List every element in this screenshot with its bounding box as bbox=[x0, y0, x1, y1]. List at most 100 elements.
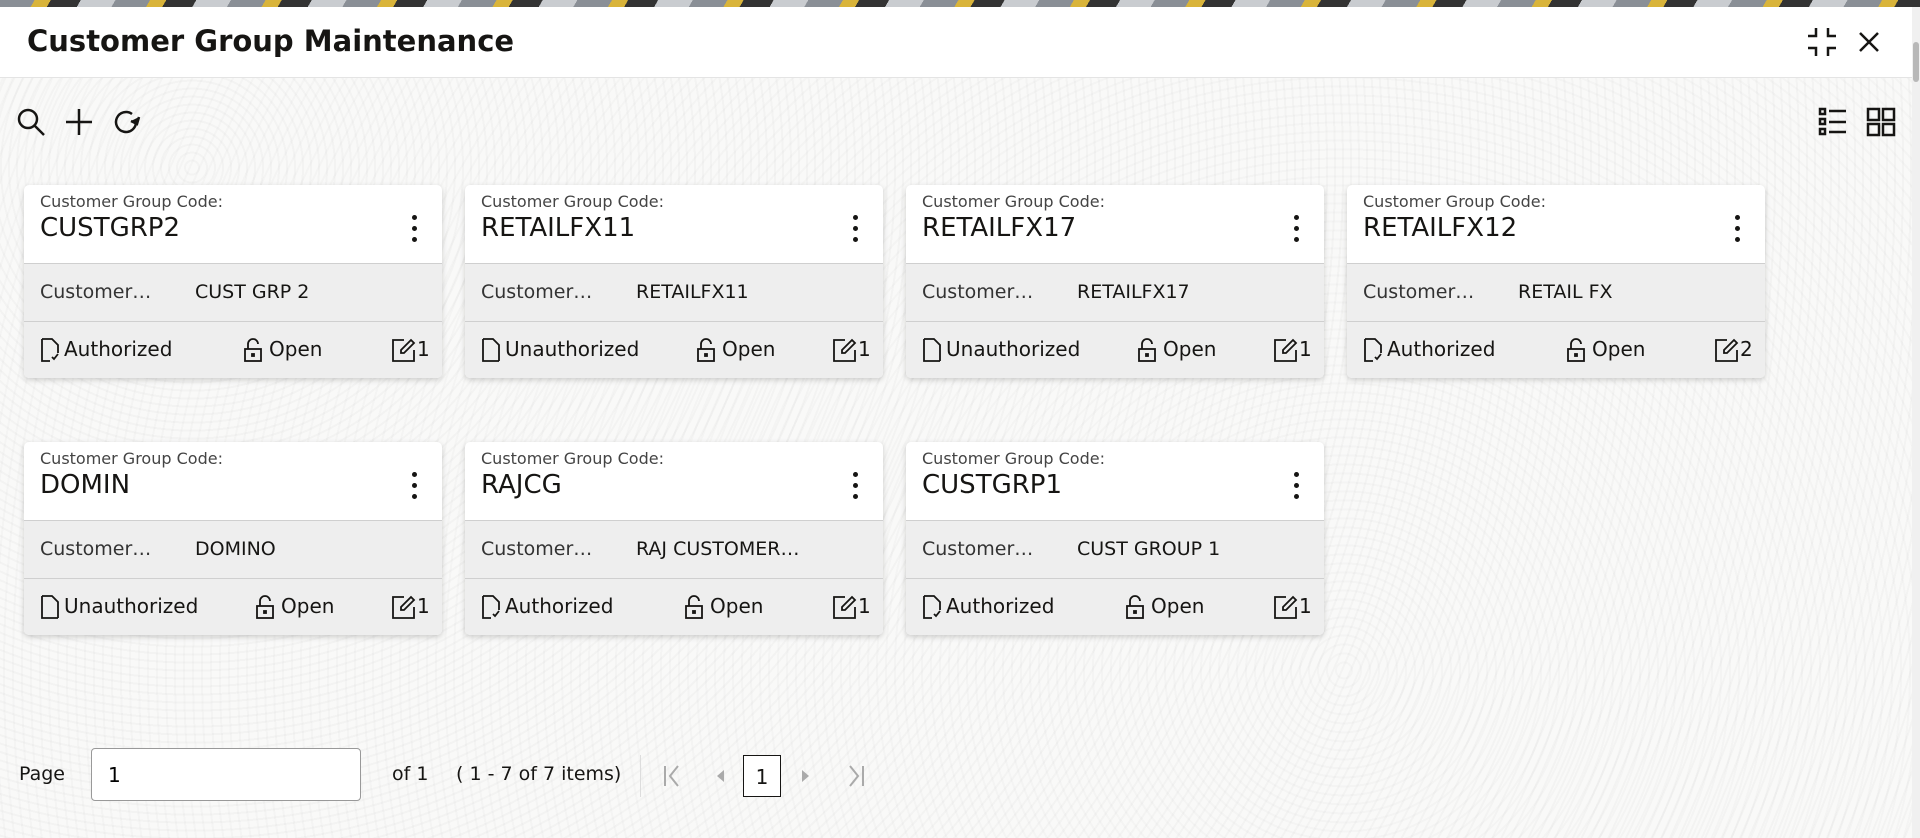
card-header: Customer Group Code: CUSTGRP2 bbox=[24, 185, 442, 264]
modification-count: 1 bbox=[858, 337, 871, 361]
code-label: Customer Group Code: bbox=[922, 192, 1105, 211]
items-range: ( 1 - 7 of 7 items) bbox=[456, 763, 622, 785]
edit-icon bbox=[1715, 338, 1739, 362]
document-icon bbox=[923, 338, 941, 362]
card-description-row: Customer… RETAILFX11 bbox=[465, 264, 883, 322]
unlock-icon bbox=[697, 338, 715, 362]
card-footer: Authorized Open 1 bbox=[465, 579, 883, 635]
record-card[interactable]: Customer Group Code: DOMIN Customer… DOM… bbox=[24, 442, 442, 635]
grid-view-icon[interactable] bbox=[1866, 107, 1896, 137]
edit-icon bbox=[1274, 338, 1298, 362]
compress-icon[interactable] bbox=[1807, 27, 1837, 57]
code-label: Customer Group Code: bbox=[40, 192, 223, 211]
unlock-icon bbox=[1138, 338, 1156, 362]
authorization-status: Authorized bbox=[1387, 337, 1496, 361]
code-label: Customer Group Code: bbox=[481, 449, 664, 468]
record-card[interactable]: Customer Group Code: RETAILFX11 Customer… bbox=[465, 185, 883, 378]
more-options-icon[interactable] bbox=[1290, 215, 1302, 245]
card-description-row: Customer… CUST GROUP 1 bbox=[906, 521, 1324, 579]
unlock-icon bbox=[685, 595, 703, 619]
customer-group-code: RETAILFX11 bbox=[481, 213, 636, 243]
card-description-row: Customer… RETAILFX17 bbox=[906, 264, 1324, 322]
previous-page-icon[interactable] bbox=[714, 765, 726, 787]
description-value: RETAIL FX bbox=[1518, 281, 1613, 303]
scrollbar[interactable] bbox=[1912, 7, 1920, 838]
header: Customer Group Maintenance bbox=[0, 7, 1912, 78]
card-header: Customer Group Code: RETAILFX17 bbox=[906, 185, 1324, 264]
search-icon[interactable] bbox=[16, 107, 46, 137]
authorized-document-icon bbox=[41, 338, 59, 362]
add-icon[interactable] bbox=[64, 107, 94, 137]
more-options-icon[interactable] bbox=[408, 472, 420, 502]
divider bbox=[640, 755, 641, 797]
close-icon[interactable] bbox=[1858, 31, 1880, 53]
record-card[interactable]: Customer Group Code: CUSTGRP1 Customer… … bbox=[906, 442, 1324, 635]
code-label: Customer Group Code: bbox=[922, 449, 1105, 468]
edit-icon bbox=[833, 595, 857, 619]
card-footer: Authorized Open 1 bbox=[906, 579, 1324, 635]
record-status: Open bbox=[1151, 594, 1205, 618]
description-value: DOMINO bbox=[195, 538, 276, 560]
page-input[interactable] bbox=[91, 748, 361, 801]
customer-group-code: CUSTGRP2 bbox=[40, 213, 181, 243]
description-label: Customer… bbox=[922, 538, 1034, 560]
top-banner bbox=[0, 0, 1920, 7]
modification-count: 1 bbox=[1299, 337, 1312, 361]
page-count: of 1 bbox=[392, 763, 429, 785]
record-card[interactable]: Customer Group Code: RETAILFX12 Customer… bbox=[1347, 185, 1765, 378]
record-card[interactable]: Customer Group Code: CUSTGRP2 Customer… … bbox=[24, 185, 442, 378]
more-options-icon[interactable] bbox=[849, 215, 861, 245]
description-value: RETAILFX17 bbox=[1077, 281, 1190, 303]
card-header: Customer Group Code: RETAILFX12 bbox=[1347, 185, 1765, 264]
edit-icon bbox=[1274, 595, 1298, 619]
unlock-icon bbox=[256, 595, 274, 619]
card-header: Customer Group Code: DOMIN bbox=[24, 442, 442, 521]
authorization-status: Authorized bbox=[946, 594, 1055, 618]
edit-icon bbox=[392, 595, 416, 619]
modification-count: 1 bbox=[858, 594, 871, 618]
list-view-icon[interactable] bbox=[1818, 107, 1848, 137]
more-options-icon[interactable] bbox=[1731, 215, 1743, 245]
record-status: Open bbox=[281, 594, 335, 618]
more-options-icon[interactable] bbox=[1290, 472, 1302, 502]
description-label: Customer… bbox=[481, 281, 593, 303]
record-status: Open bbox=[1592, 337, 1646, 361]
customer-group-code: RAJCG bbox=[481, 470, 562, 500]
more-options-icon[interactable] bbox=[849, 472, 861, 502]
authorized-document-icon bbox=[482, 595, 500, 619]
next-page-icon[interactable] bbox=[800, 765, 812, 787]
description-label: Customer… bbox=[481, 538, 593, 560]
current-page-button[interactable]: 1 bbox=[743, 755, 781, 797]
customer-group-code: RETAILFX12 bbox=[1363, 213, 1518, 243]
page-title: Customer Group Maintenance bbox=[27, 24, 515, 58]
page-label: Page bbox=[19, 763, 65, 785]
first-page-icon[interactable] bbox=[662, 765, 682, 787]
card-description-row: Customer… RETAIL FX bbox=[1347, 264, 1765, 322]
code-label: Customer Group Code: bbox=[1363, 192, 1546, 211]
description-value: RAJ CUSTOMER… bbox=[636, 538, 800, 560]
authorization-status: Authorized bbox=[64, 337, 173, 361]
description-value: RETAILFX11 bbox=[636, 281, 749, 303]
card-header: Customer Group Code: RETAILFX11 bbox=[465, 185, 883, 264]
authorization-status: Unauthorized bbox=[505, 337, 640, 361]
record-status: Open bbox=[710, 594, 764, 618]
last-page-icon[interactable] bbox=[846, 765, 866, 787]
more-options-icon[interactable] bbox=[408, 215, 420, 245]
document-icon bbox=[41, 595, 59, 619]
card-description-row: Customer… DOMINO bbox=[24, 521, 442, 579]
code-label: Customer Group Code: bbox=[481, 192, 664, 211]
authorized-document-icon bbox=[923, 595, 941, 619]
unlock-icon bbox=[1126, 595, 1144, 619]
refresh-icon[interactable] bbox=[111, 107, 141, 137]
unlock-icon bbox=[244, 338, 262, 362]
record-card[interactable]: Customer Group Code: RAJCG Customer… RAJ… bbox=[465, 442, 883, 635]
description-label: Customer… bbox=[922, 281, 1034, 303]
card-footer: Unauthorized Open 1 bbox=[906, 322, 1324, 378]
card-footer: Authorized Open 2 bbox=[1347, 322, 1765, 378]
modification-count: 2 bbox=[1740, 337, 1753, 361]
record-card[interactable]: Customer Group Code: RETAILFX17 Customer… bbox=[906, 185, 1324, 378]
card-header: Customer Group Code: CUSTGRP1 bbox=[906, 442, 1324, 521]
unlock-icon bbox=[1567, 338, 1585, 362]
record-status: Open bbox=[269, 337, 323, 361]
card-footer: Unauthorized Open 1 bbox=[465, 322, 883, 378]
